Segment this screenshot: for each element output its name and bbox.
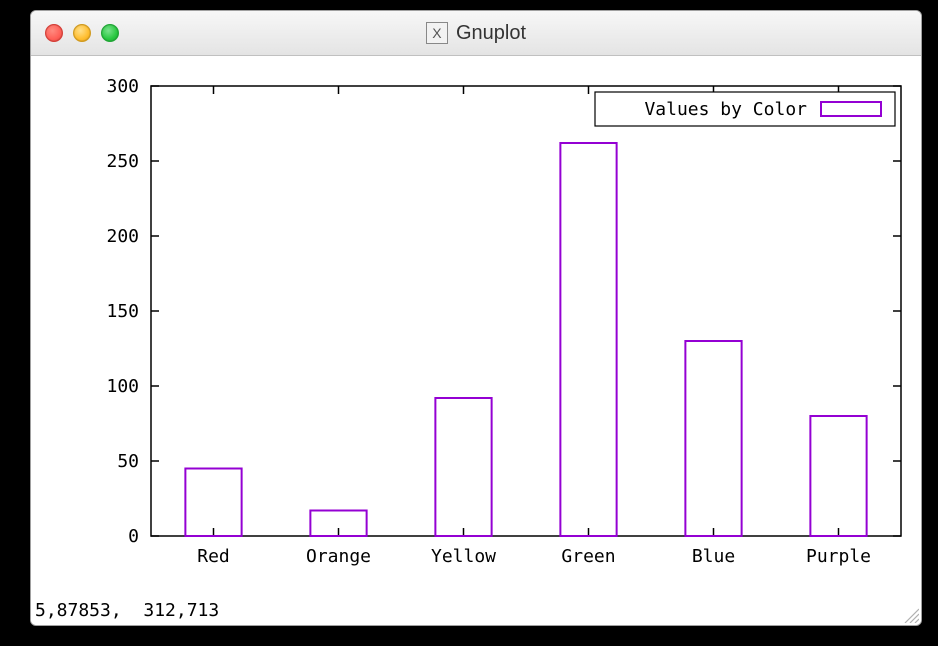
ytick-label: 100 [106, 376, 139, 397]
window-title: Gnuplot [456, 22, 526, 45]
traffic-lights [31, 24, 119, 42]
plot-svg: 0 50 100 150 200 250 300 Red Orange Yellow Green Bl… [31, 56, 921, 596]
xtick-label: Yellow [431, 546, 496, 567]
titlebar[interactable]: X Gnuplot [31, 11, 921, 56]
resize-grip[interactable] [901, 605, 919, 623]
bar [685, 341, 741, 536]
legend-label: Values by Color [644, 99, 807, 120]
app-window: X Gnuplot 0 50 100 150 200 250 300 Red Orange Yel… [30, 10, 922, 626]
bar [310, 511, 366, 537]
minimize-button[interactable] [73, 24, 91, 42]
legend-swatch [821, 102, 881, 116]
x11-icon: X [426, 22, 448, 44]
ytick-label: 50 [117, 451, 139, 472]
plot-canvas[interactable]: 0 50 100 150 200 250 300 Red Orange Yellow Green Bl… [31, 56, 921, 625]
bar [810, 416, 866, 536]
ytick-label: 300 [106, 76, 139, 97]
ytick-label: 250 [106, 151, 139, 172]
bar [435, 398, 491, 536]
ytick-label: 0 [128, 526, 139, 547]
bar [560, 143, 616, 536]
xtick-label: Orange [306, 546, 371, 567]
title-center: X Gnuplot [31, 22, 921, 45]
xtick-label: Green [561, 546, 615, 567]
xtick-label: Blue [692, 546, 735, 567]
xtick-label: Red [197, 546, 230, 567]
ytick-label: 150 [106, 301, 139, 322]
status-coordinates: 5,87853, 312,713 [35, 600, 219, 621]
x11-icon-label: X [432, 25, 441, 41]
plot-border [151, 86, 901, 536]
ytick-label: 200 [106, 226, 139, 247]
xtick-label: Purple [806, 546, 871, 567]
close-button[interactable] [45, 24, 63, 42]
zoom-button[interactable] [101, 24, 119, 42]
bar [185, 469, 241, 537]
